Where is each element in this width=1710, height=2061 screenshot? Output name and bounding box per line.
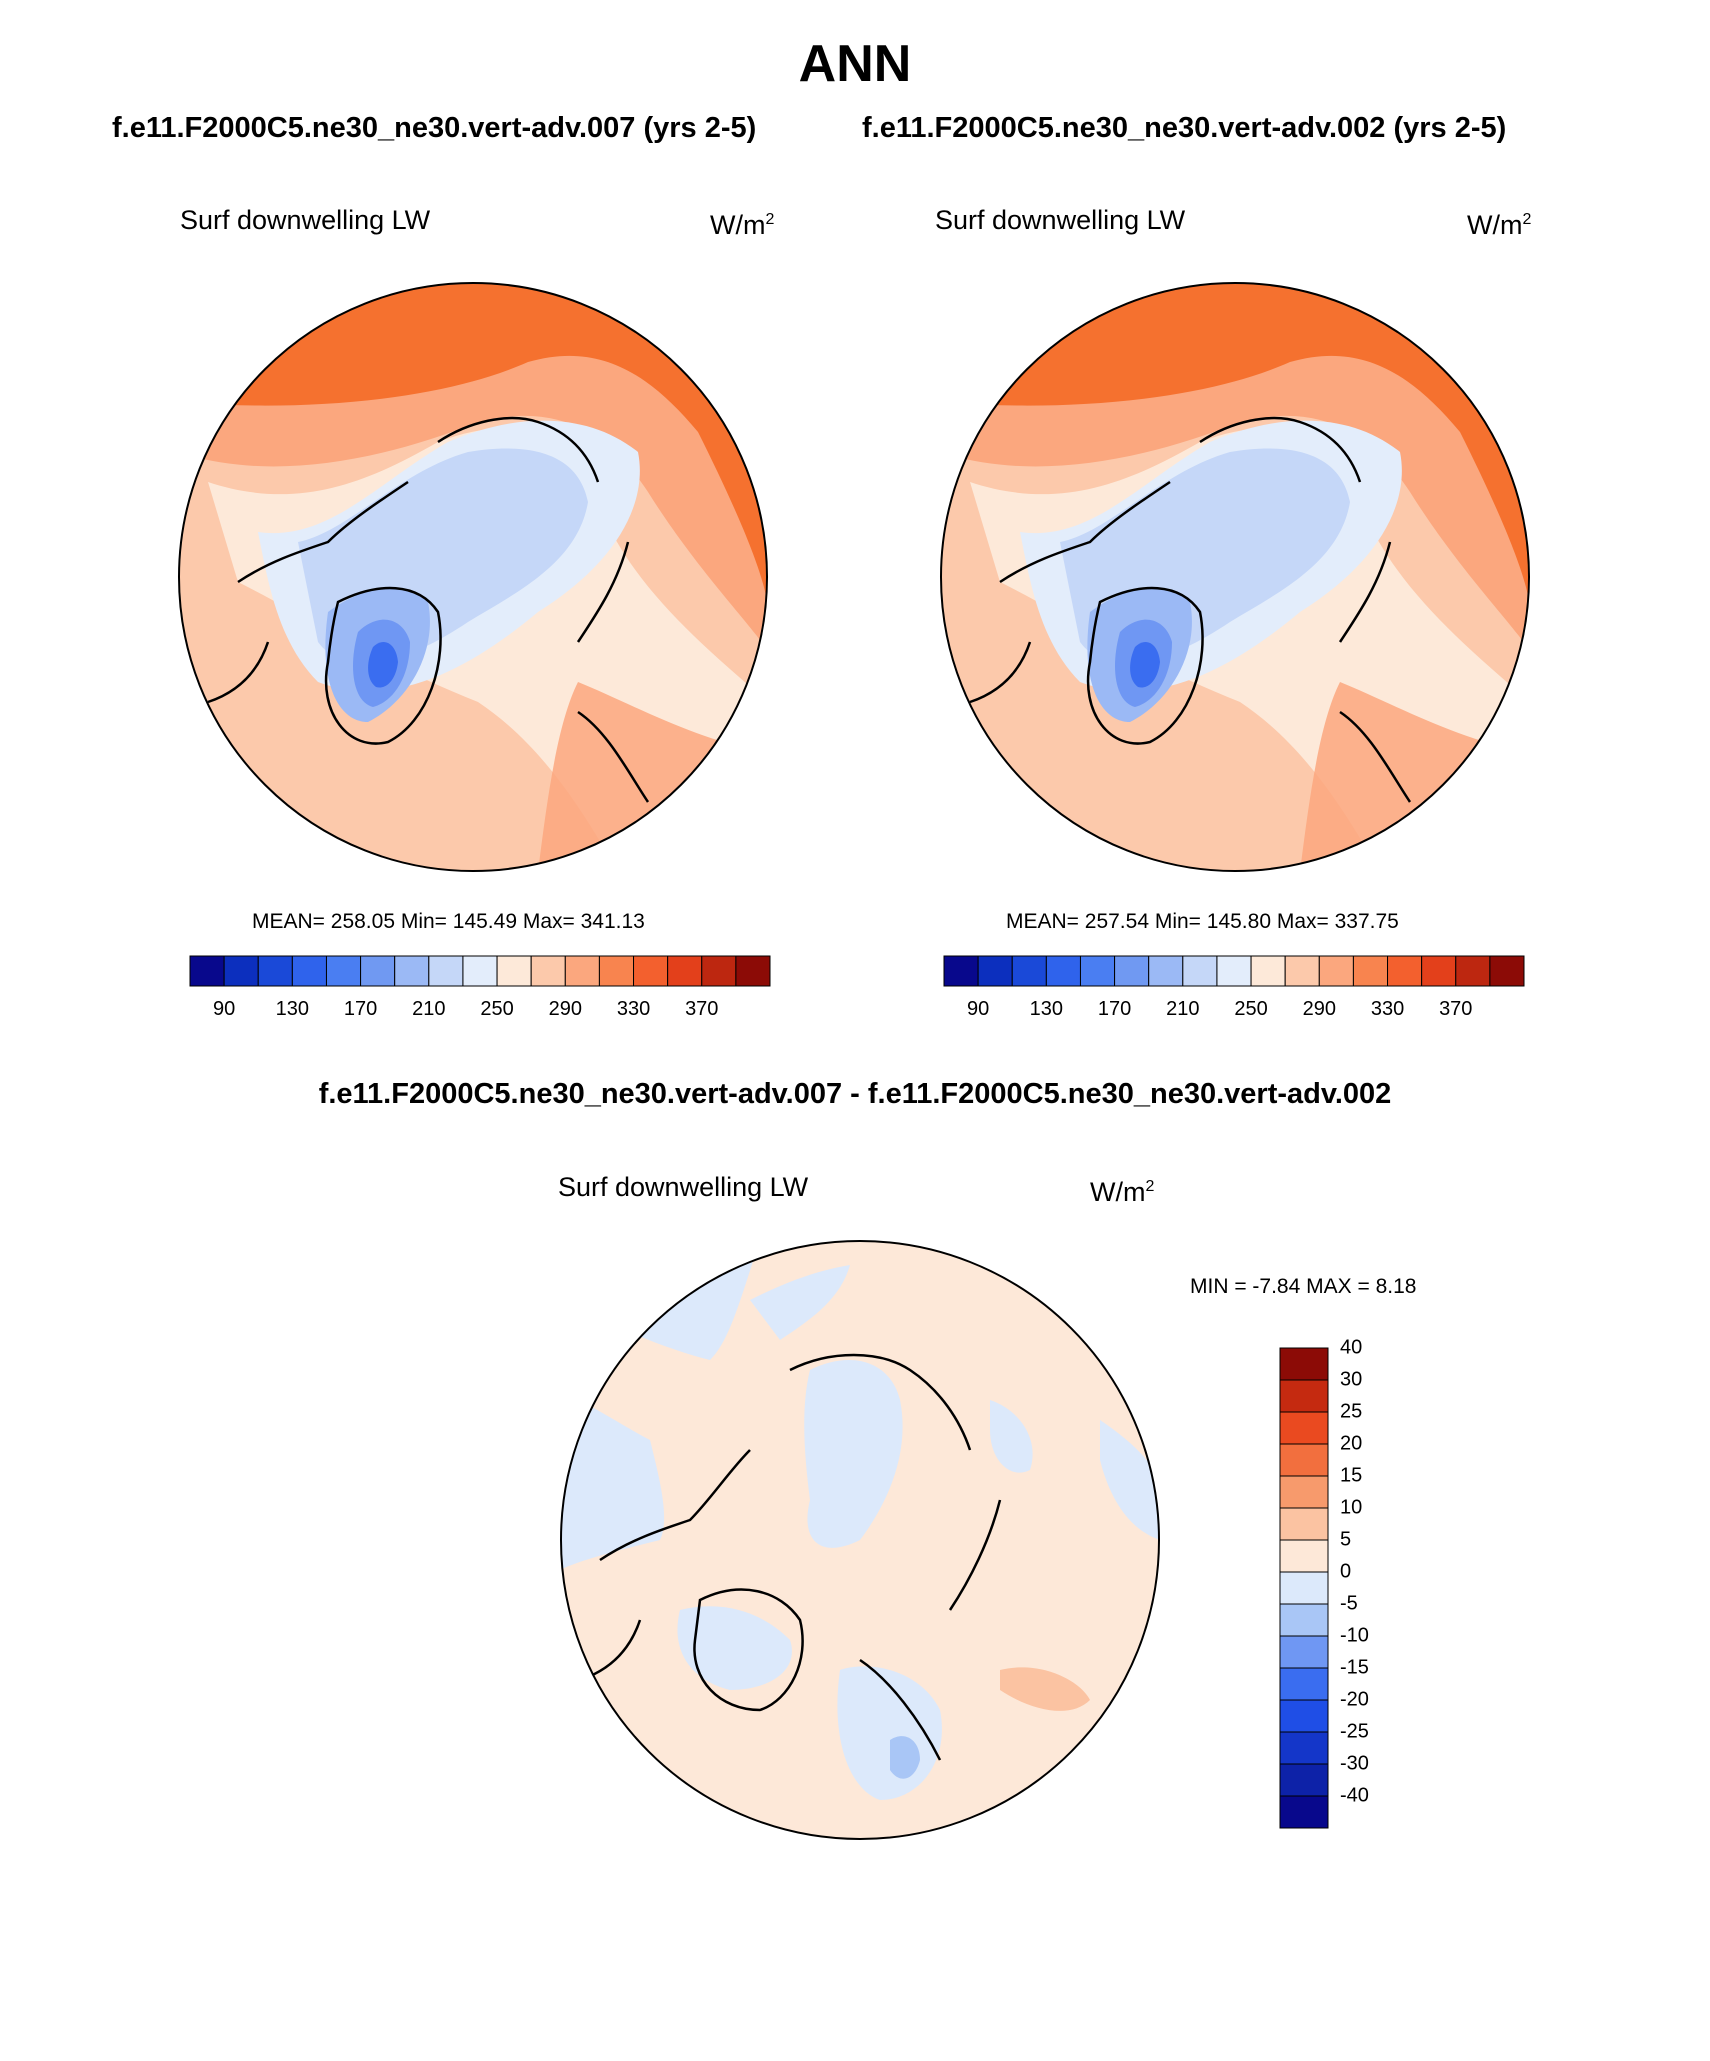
colorbar-tick-label: 250: [1234, 998, 1268, 1020]
colorbar-tick-label: 130: [1029, 998, 1064, 1020]
colorbar-tick-label: 10: [1340, 1496, 1363, 1519]
colorbar-box: [428, 955, 464, 987]
right-stats: MEAN= 257.54 Min= 145.80 Max= 337.75: [1006, 910, 1399, 933]
colorbar-box: [1352, 955, 1389, 987]
colorbar-tick-label: 290: [548, 998, 582, 1020]
colorbar-box: [1279, 1411, 1329, 1445]
colorbar-box: [1045, 955, 1081, 987]
case-title-left: f.e11.F2000C5.ne30_ne30.vert-adv.007 (yr…: [112, 112, 757, 144]
colorbar-box: [1216, 955, 1252, 987]
right-polar-map: [940, 282, 1530, 872]
colorbar-tick-label: 15: [1340, 1464, 1363, 1487]
page-title: ANN: [798, 35, 912, 93]
colorbar-box: [1279, 1475, 1329, 1509]
colorbar-box: [1114, 955, 1150, 987]
colorbar-tick-label: 330: [1370, 998, 1405, 1020]
colorbar-tick-label: 30: [1340, 1368, 1363, 1391]
colorbar-box: [943, 955, 979, 987]
diff-units: W/m2: [1090, 1177, 1155, 1207]
colorbar-box: [633, 955, 669, 987]
colorbar-box: [1279, 1635, 1329, 1669]
colorbar-box: [1279, 1507, 1329, 1541]
colorbar-box: [1279, 1667, 1329, 1701]
colorbar-box: [257, 955, 293, 987]
colorbar-box: [977, 955, 1013, 987]
right-units: W/m2: [1467, 210, 1532, 240]
colorbar-tick-label: -30: [1340, 1752, 1369, 1775]
left-stats: MEAN= 258.05 Min= 145.49 Max= 341.13: [252, 910, 645, 933]
colorbar-tick-label: 370: [1439, 998, 1473, 1020]
colorbar-tick-label: 25: [1340, 1400, 1363, 1423]
left-polar-map: [178, 282, 768, 872]
colorbar-box: [1279, 1347, 1329, 1381]
colorbar-tick-label: 40: [1340, 1336, 1363, 1359]
colorbar-tick-label: -15: [1340, 1656, 1369, 1679]
colorbar-tick-label: 290: [1302, 998, 1336, 1020]
colorbar-tick-label: 370: [685, 998, 719, 1020]
colorbar-box: [1279, 1539, 1329, 1573]
left-units: W/m2: [710, 210, 775, 240]
colorbar-tick-label: 90: [212, 998, 236, 1020]
right-variable-label: Surf downwelling LW: [935, 205, 1186, 235]
colorbar-box: [1455, 955, 1491, 987]
colorbar-box: [496, 955, 532, 987]
colorbar-box: [1387, 955, 1423, 987]
colorbar-tick-label: 20: [1340, 1432, 1363, 1455]
colorbar-box: [1279, 1763, 1329, 1797]
colorbar-box: [1279, 1379, 1329, 1413]
colorbar-tick-label: 210: [1166, 998, 1200, 1020]
colorbar-box: [223, 955, 259, 987]
colorbar-tick-label: 170: [343, 998, 378, 1020]
colorbar-box: [1250, 955, 1286, 987]
colorbar-box: [325, 955, 362, 987]
case-title-right: f.e11.F2000C5.ne30_ne30.vert-adv.002 (yr…: [862, 112, 1507, 144]
colorbar-tick-label: 170: [1097, 998, 1132, 1020]
left-variable-label: Surf downwelling LW: [180, 205, 431, 235]
difference-title: f.e11.F2000C5.ne30_ne30.vert-adv.007 - f…: [318, 1078, 1392, 1110]
colorbar-box: [1284, 955, 1320, 987]
left-colorbar: [189, 955, 771, 987]
colorbar-box: [1279, 1603, 1329, 1637]
colorbar-box: [1421, 955, 1457, 987]
colorbar-box: [360, 955, 396, 987]
colorbar-tick-label: -5: [1340, 1592, 1358, 1615]
colorbar-box: [735, 955, 771, 987]
colorbar-box: [1182, 955, 1218, 987]
colorbar-box: [564, 955, 600, 987]
colorbar-box: [1148, 955, 1184, 987]
diff-variable-label: Surf downwelling LW: [558, 1172, 809, 1202]
colorbar-tick-label: 5: [1340, 1528, 1352, 1551]
colorbar-tick-label: -40: [1340, 1784, 1369, 1807]
colorbar-box: [1318, 955, 1354, 987]
colorbar-box: [462, 955, 498, 987]
colorbar-box: [1079, 955, 1116, 987]
colorbar-tick-label: 330: [616, 998, 651, 1020]
right-colorbar: [943, 955, 1525, 987]
diff-polar-map: [560, 1240, 1160, 1840]
colorbar-tick-label: -10: [1340, 1624, 1369, 1647]
colorbar-box: [291, 955, 327, 987]
colorbar-tick-label: 250: [480, 998, 514, 1020]
colorbar-box: [1279, 1571, 1329, 1605]
colorbar-tick-label: -20: [1340, 1688, 1369, 1711]
colorbar-box: [394, 955, 430, 987]
colorbar-box: [667, 955, 703, 987]
colorbar-box: [530, 955, 566, 987]
colorbar-box: [1279, 1795, 1329, 1829]
colorbar-box: [1279, 1443, 1329, 1477]
colorbar-tick-label: 90: [966, 998, 990, 1020]
diff-stats: MIN = -7.84 MAX = 8.18: [1190, 1275, 1417, 1298]
colorbar-box: [1279, 1699, 1329, 1733]
colorbar-box: [189, 955, 225, 987]
colorbar-box: [1489, 955, 1525, 987]
colorbar-box: [1279, 1731, 1329, 1765]
colorbar-tick-label: 0: [1340, 1560, 1352, 1583]
colorbar-box: [1011, 955, 1047, 987]
colorbar-box: [598, 955, 635, 987]
colorbar-tick-label: 130: [275, 998, 310, 1020]
colorbar-tick-label: -25: [1340, 1720, 1369, 1743]
diff-colorbar: [1279, 1347, 1329, 1829]
colorbar-tick-label: 210: [412, 998, 446, 1020]
colorbar-box: [701, 955, 737, 987]
